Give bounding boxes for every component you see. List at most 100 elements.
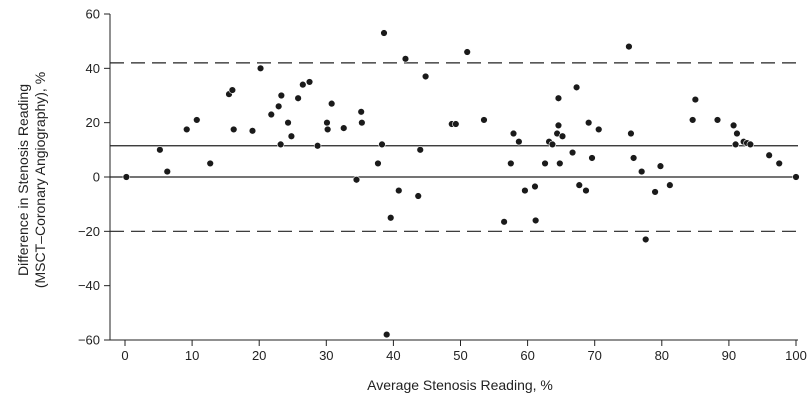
x-tick-label: 10 bbox=[185, 348, 199, 363]
data-point bbox=[572, 83, 581, 92]
y-axis-title: Difference in Stenosis Reading (MSCT–Cor… bbox=[15, 72, 48, 288]
data-point bbox=[122, 173, 131, 181]
data-point bbox=[294, 94, 302, 102]
y-tick-label: 40 bbox=[86, 61, 100, 76]
data-point bbox=[554, 94, 563, 102]
data-point bbox=[548, 140, 557, 149]
data-point bbox=[183, 125, 191, 134]
data-point bbox=[627, 129, 635, 138]
x-ticks: 0 10 20 30 40 50 60 70 80 90 100 bbox=[121, 340, 807, 363]
x-tick-label: 100 bbox=[785, 348, 807, 363]
data-point bbox=[163, 167, 171, 176]
data-point bbox=[284, 118, 292, 127]
data-point bbox=[256, 64, 265, 73]
data-point bbox=[765, 151, 773, 159]
data-point bbox=[666, 181, 674, 189]
data-point bbox=[374, 159, 382, 168]
y-tick-label: 20 bbox=[86, 115, 100, 130]
data-point bbox=[746, 140, 755, 149]
x-axis-title: Average Stenosis Reading, % bbox=[367, 377, 553, 393]
y-tick-label: −20 bbox=[78, 224, 100, 239]
data-point bbox=[792, 173, 800, 181]
data-point bbox=[421, 72, 430, 81]
data-point bbox=[323, 118, 331, 127]
data-point bbox=[323, 125, 332, 134]
data-point bbox=[531, 216, 540, 225]
data-point bbox=[267, 110, 275, 119]
data-point bbox=[357, 108, 365, 116]
y-tick-label: −40 bbox=[78, 278, 100, 293]
data-point bbox=[575, 181, 583, 189]
data-point bbox=[584, 118, 593, 127]
data-point bbox=[287, 132, 296, 140]
data-point bbox=[274, 102, 283, 111]
data-point bbox=[629, 154, 638, 162]
data-point bbox=[156, 146, 164, 154]
data-point bbox=[395, 186, 403, 195]
data-point bbox=[531, 182, 539, 191]
data-point bbox=[515, 137, 523, 146]
data-point bbox=[414, 192, 422, 200]
data-point bbox=[588, 154, 596, 162]
data-point bbox=[452, 120, 460, 128]
data-point bbox=[733, 129, 741, 138]
data-point bbox=[554, 121, 563, 130]
data-point bbox=[277, 91, 286, 100]
x-tick-label: 70 bbox=[587, 348, 601, 363]
data-point bbox=[387, 214, 395, 222]
data-point bbox=[480, 116, 488, 124]
y-tick-label: 0 bbox=[93, 170, 100, 185]
y-tick-label: −60 bbox=[78, 333, 100, 348]
data-point bbox=[276, 140, 285, 149]
x-tick-label: 50 bbox=[453, 348, 467, 363]
data-point bbox=[358, 118, 366, 127]
data-point bbox=[193, 116, 201, 124]
x-tick-label: 80 bbox=[655, 348, 669, 363]
data-point bbox=[228, 86, 237, 94]
data-point bbox=[206, 159, 214, 168]
x-tick-label: 30 bbox=[319, 348, 333, 363]
y-axis-title-line1: Difference in Stenosis Reading bbox=[15, 84, 31, 276]
x-tick-label: 40 bbox=[386, 348, 400, 363]
data-point bbox=[299, 80, 307, 89]
data-point bbox=[401, 55, 410, 63]
data-point bbox=[731, 140, 740, 149]
data-point bbox=[625, 42, 633, 51]
data-point bbox=[637, 167, 646, 176]
data-point bbox=[582, 186, 590, 195]
data-point bbox=[541, 159, 549, 168]
data-point bbox=[248, 127, 257, 135]
data-point bbox=[463, 48, 471, 56]
x-tick-label: 20 bbox=[252, 348, 266, 363]
y-axis-title-line2: (MSCT–Coronary Angiography), % bbox=[32, 72, 48, 288]
x-tick-label: 60 bbox=[520, 348, 534, 363]
data-point bbox=[327, 99, 336, 108]
data-point bbox=[352, 176, 361, 184]
data-point bbox=[382, 330, 391, 339]
data-point bbox=[729, 121, 738, 130]
x-tick-label: 90 bbox=[722, 348, 736, 363]
data-point bbox=[568, 148, 577, 157]
data-point bbox=[416, 146, 424, 154]
data-point bbox=[688, 116, 697, 124]
y-ticks: −60 −40 −20 0 20 40 60 bbox=[78, 7, 110, 348]
data-point bbox=[691, 95, 700, 104]
data-point bbox=[378, 140, 386, 149]
data-point bbox=[380, 29, 388, 37]
data-point bbox=[556, 159, 564, 168]
y-tick-label: 60 bbox=[86, 7, 100, 22]
data-point bbox=[521, 186, 529, 195]
data-point bbox=[775, 159, 783, 168]
data-point bbox=[641, 235, 650, 244]
reference-lines bbox=[110, 62, 798, 232]
data-point bbox=[500, 218, 508, 226]
data-point bbox=[713, 116, 722, 124]
x-tick-label: 0 bbox=[121, 348, 128, 363]
data-point bbox=[595, 125, 603, 134]
data-point bbox=[305, 78, 314, 86]
data-point bbox=[651, 188, 659, 196]
data-point bbox=[230, 125, 238, 134]
data-points bbox=[122, 29, 800, 339]
